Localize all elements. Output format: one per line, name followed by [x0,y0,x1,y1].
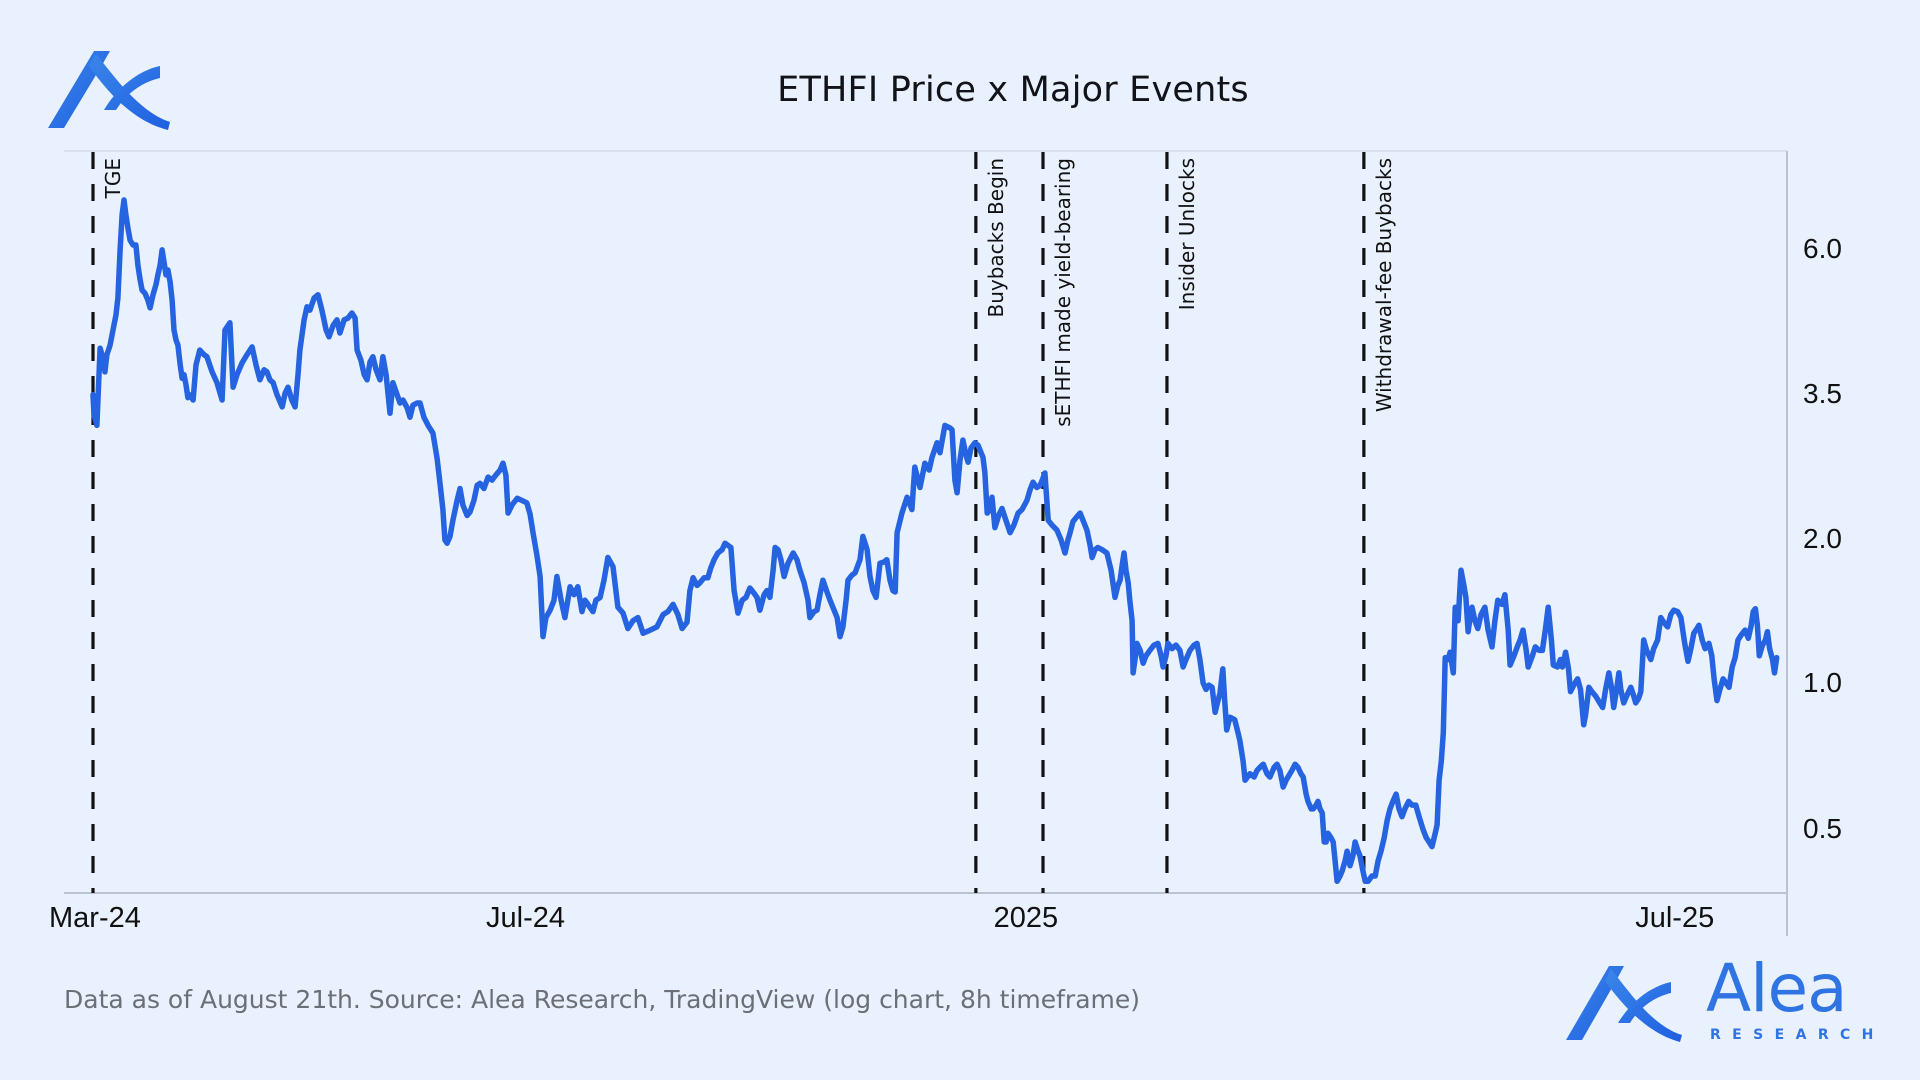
event-label: Insider Unlocks [1175,158,1199,310]
x-tick-label: Jul-24 [486,902,565,934]
y-tick-label: 3.5 [1803,378,1842,409]
price-line [90,197,1780,885]
event-label: TGE [101,158,125,199]
x-tick-label: 2025 [994,902,1059,934]
alea-logo-icon [48,51,170,130]
x-tick-label: Mar-24 [49,902,141,934]
y-tick-label: 0.5 [1803,813,1842,844]
event-markers: TGE Buybacks Begin sETHFI made yield-beari… [91,152,1396,893]
alea-research-logo-icon [1566,966,1682,1042]
brand-subtitle: RESEARCH [1710,1027,1885,1043]
y-tick-label: 6.0 [1803,233,1842,264]
y-tick-label: 1.0 [1803,667,1842,698]
event-label: Withdrawal-fee Buybacks [1372,158,1396,412]
chart-title: ETHFI Price x Major Events [777,70,1249,110]
x-axis-ticks: Mar-24 Jul-24 2025 Jul-25 [49,902,1714,934]
event-label: sETHFI made yield-bearing [1051,158,1075,427]
y-axis-ticks: 6.0 3.5 2.0 1.0 0.5 [1803,233,1842,844]
x-tick-label: Jul-25 [1635,902,1714,934]
brand-name: Alea [1706,950,1848,1027]
y-tick-label: 2.0 [1803,523,1842,554]
source-note: Data as of August 21th. Source: Alea Res… [64,985,1141,1014]
event-label: Buybacks Begin [984,158,1008,318]
